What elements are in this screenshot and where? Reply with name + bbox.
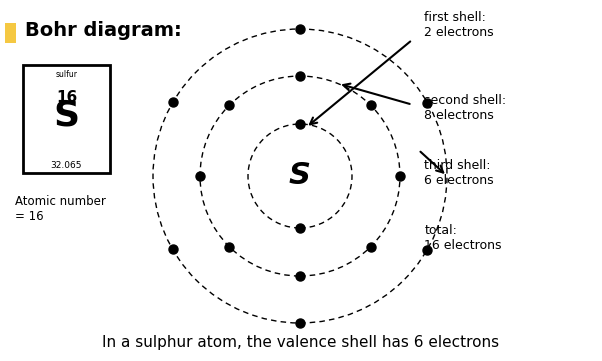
- Text: 32.065: 32.065: [51, 161, 82, 170]
- Text: sulfur: sulfur: [55, 70, 78, 79]
- Text: third shell:
6 electrons: third shell: 6 electrons: [424, 159, 494, 187]
- Text: first shell:
2 electrons: first shell: 2 electrons: [424, 11, 494, 39]
- Text: Atomic number
= 16: Atomic number = 16: [15, 195, 106, 223]
- Text: S: S: [54, 99, 79, 132]
- Text: second shell:
8 electrons: second shell: 8 electrons: [424, 94, 506, 122]
- Text: Bohr diagram:: Bohr diagram:: [25, 21, 182, 40]
- FancyBboxPatch shape: [23, 65, 110, 173]
- Text: S: S: [289, 161, 311, 191]
- Text: In a sulphur atom, the valence shell has 6 electrons: In a sulphur atom, the valence shell has…: [102, 335, 500, 350]
- FancyBboxPatch shape: [5, 23, 16, 43]
- Text: total:
16 electrons: total: 16 electrons: [424, 224, 502, 252]
- Text: 16: 16: [56, 90, 77, 105]
